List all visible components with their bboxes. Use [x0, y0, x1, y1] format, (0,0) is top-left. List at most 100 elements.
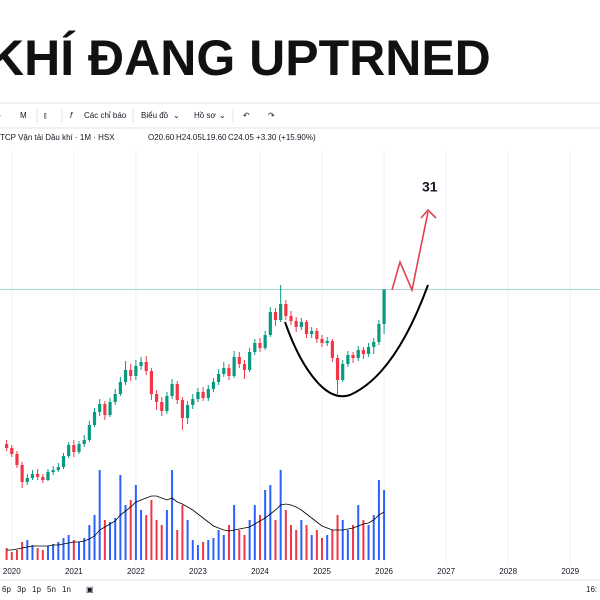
candle-body — [118, 382, 122, 394]
candle-body — [87, 425, 91, 440]
candle-body — [206, 389, 210, 398]
candle — [325, 337, 329, 346]
candle — [248, 348, 252, 372]
volume-bar — [331, 530, 334, 560]
candle-body — [77, 444, 81, 452]
volume-bar — [362, 520, 365, 560]
candle — [330, 339, 334, 362]
candle-body — [175, 384, 179, 400]
candle-body — [310, 331, 314, 334]
candle-body — [289, 316, 293, 321]
volume-bar — [62, 538, 65, 560]
volume-bar — [377, 480, 380, 560]
candle-body — [361, 350, 365, 354]
candle-body — [237, 357, 241, 364]
candle — [232, 351, 236, 378]
range-button[interactable]: 1p — [32, 585, 41, 594]
chart-button[interactable]: Biểu đồ — [141, 111, 169, 120]
candle-body — [108, 402, 112, 415]
symbol: TCP Vận tải Dầu khí · 1M · HSX — [0, 133, 115, 142]
volume-bar — [36, 548, 39, 560]
candle-body — [366, 347, 371, 354]
candle — [206, 385, 210, 401]
headline: KHÍ ĐANG UPTRNED — [0, 30, 491, 86]
plot: 2020 2021 2022 2023 2024 2025 2026 2027 2028 2029 — [0, 150, 600, 576]
candle — [361, 347, 365, 359]
volume-bar — [295, 530, 298, 560]
candle — [263, 331, 267, 350]
candle-body — [248, 352, 252, 370]
profile-button[interactable]: Hồ sơ — [194, 111, 216, 120]
indicators-button[interactable]: Các chỉ báo — [84, 111, 127, 120]
candle-body — [160, 402, 164, 411]
volume-bar — [300, 520, 303, 560]
candle-body — [170, 384, 174, 396]
range-button[interactable]: 1n — [62, 585, 71, 594]
volume-bar — [26, 540, 29, 560]
volume-ma-line — [6, 495, 385, 551]
clock: 16: — [586, 585, 597, 594]
candle-body — [325, 341, 329, 343]
volume-bar — [222, 535, 225, 560]
candle — [20, 462, 24, 488]
candle — [335, 355, 340, 394]
undo-button[interactable]: ↶ — [243, 111, 250, 120]
volume-bar — [341, 520, 344, 560]
range-button[interactable]: 6p — [2, 585, 11, 594]
candle-body — [341, 364, 345, 380]
candle — [123, 361, 128, 385]
candle-body — [72, 445, 76, 452]
candle-body — [56, 467, 60, 470]
x-tick-label: 2027 — [437, 567, 455, 576]
volume-bar — [290, 525, 293, 560]
range-button[interactable]: 3p — [17, 585, 26, 594]
candle-body — [20, 465, 24, 482]
volume-bar — [233, 505, 236, 560]
candle-body — [232, 357, 236, 376]
volume-bar — [83, 538, 86, 560]
candle — [134, 360, 138, 380]
volume-bar — [372, 515, 375, 560]
target-label: 31 — [422, 179, 438, 195]
candle — [36, 469, 40, 480]
volume-bar — [93, 515, 96, 560]
candle-body — [154, 394, 159, 402]
candle — [160, 397, 164, 416]
volume-bar — [321, 538, 324, 560]
chart-type-icon[interactable]: ⫾ — [44, 111, 47, 120]
volume-bar — [357, 505, 360, 560]
candle-body — [51, 470, 55, 472]
calendar-icon[interactable]: ▣ — [86, 585, 94, 594]
cup-curve — [284, 284, 429, 398]
volume-bar — [21, 542, 24, 560]
candle-body — [180, 400, 185, 418]
candle-body — [103, 404, 107, 415]
candle — [113, 389, 117, 405]
candle-body — [30, 474, 35, 478]
volume-bar — [243, 535, 246, 560]
dropdown: ⌄ — [173, 111, 180, 120]
candle-body — [273, 312, 278, 320]
redo-button[interactable]: ↷ — [268, 111, 275, 120]
candle-body — [294, 321, 298, 327]
candle-body — [253, 343, 257, 352]
volume-bar — [41, 550, 44, 560]
candle — [222, 362, 226, 377]
range-button[interactable]: 5n — [47, 585, 56, 594]
candle-body — [185, 405, 190, 418]
candle — [310, 327, 314, 338]
candle-body — [129, 370, 133, 376]
candle — [211, 378, 216, 392]
candle — [356, 346, 360, 361]
x-tick-label: 2021 — [65, 567, 83, 576]
volume-bar — [88, 525, 91, 560]
volume-bar — [155, 520, 158, 560]
candle — [82, 435, 86, 447]
volume-bar — [67, 535, 70, 560]
interval-button[interactable]: M — [20, 111, 27, 120]
legend-high: H24.05 — [176, 133, 202, 142]
candle — [67, 442, 71, 458]
volume-bar — [181, 505, 184, 560]
candle — [320, 335, 324, 347]
dropdown: ⌄ — [219, 111, 226, 120]
